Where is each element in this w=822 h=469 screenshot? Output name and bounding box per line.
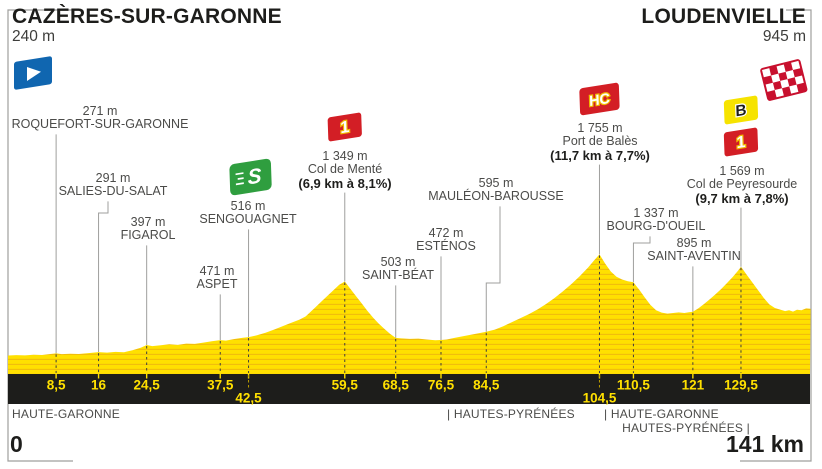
frame-left (7, 9, 73, 462)
frame-right (740, 9, 812, 462)
sprint-S-badge: S (229, 158, 272, 196)
marker-line-salies-du-salat (98, 201, 109, 353)
km-tick-label-sengouagnet: 42,5 (235, 391, 262, 406)
distance-bar (8, 374, 810, 404)
km-tick-label-saint-beat: 68,5 (383, 378, 410, 393)
elevation-area (8, 254, 811, 374)
hc-badge-label: HC (589, 91, 611, 110)
category-1-climb-badge: 1 (723, 127, 759, 157)
marker-line-mauleon-barousse (485, 206, 501, 332)
marker-line-bourg-d-oueil (632, 236, 651, 283)
km-tick-label-saint-aventin: 121 (682, 378, 705, 393)
km-tick-label-port-de-bales: 104,5 (583, 391, 617, 406)
bonus-badge-label: B (735, 102, 747, 121)
cat1-badge-label: 1 (736, 132, 746, 152)
km-tick-label-col-de-mente: 59,5 (332, 378, 359, 393)
km-tick-label-salies-du-salat: 16 (91, 378, 107, 393)
km-tick-label-col-de-peyresourde: 129,5 (724, 378, 758, 393)
cat1-badge-label: 1 (340, 117, 350, 137)
km-tick-label-roquefort-sur-garonne: 8,5 (47, 378, 66, 393)
hors-categorie-climb-badge: HC (579, 82, 620, 116)
checkered-finish-flag-icon (760, 59, 808, 101)
blue-start-flag-icon (14, 56, 52, 90)
bonus-B-badge: B (723, 95, 759, 125)
km-tick-label-estenos: 76,5 (428, 378, 455, 393)
category-1-climb-badge: 1 (327, 112, 362, 142)
sprint-badge-label: S (247, 164, 262, 189)
km-tick-label-aspet: 37,5 (207, 378, 234, 393)
km-tick-label-mauleon-barousse: 84,5 (473, 378, 500, 393)
km-tick-label-bourg-d-oueil: 110,5 (617, 378, 651, 393)
km-tick-label-figarol: 24,5 (134, 378, 161, 393)
